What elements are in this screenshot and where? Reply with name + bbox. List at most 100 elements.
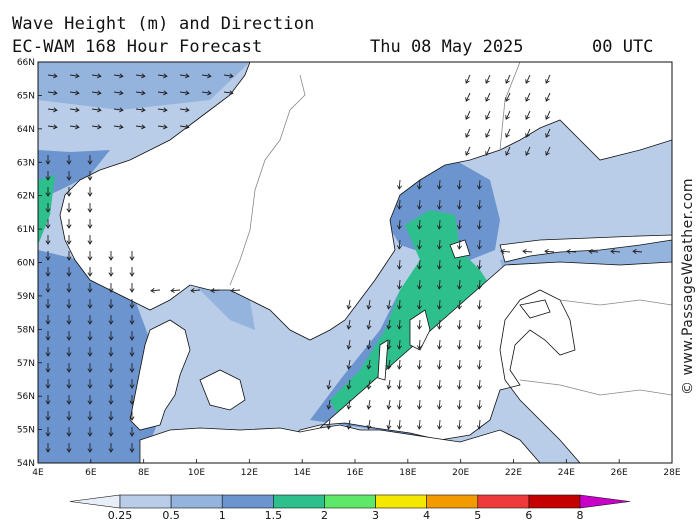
wave-arrow bbox=[129, 379, 135, 389]
wave-arrow bbox=[366, 339, 372, 350]
wave-arrow bbox=[456, 319, 463, 330]
wave-arrow bbox=[45, 379, 51, 389]
wave-arrow bbox=[366, 419, 372, 430]
wave-arrow bbox=[45, 171, 51, 181]
wave-arrow bbox=[476, 279, 483, 290]
wave-arrow bbox=[416, 319, 423, 330]
wave-arrow bbox=[91, 124, 102, 130]
legend-label: 2 bbox=[321, 509, 328, 522]
wave-arrow bbox=[87, 347, 93, 357]
lat-tick-label: 66N bbox=[17, 58, 35, 68]
wave-arrow bbox=[45, 427, 51, 437]
wave-arrow bbox=[485, 92, 491, 102]
wave-arrow bbox=[108, 283, 114, 293]
watermark: © www.PassageWeather.com bbox=[680, 177, 696, 395]
wave-arrow bbox=[66, 219, 72, 229]
wave-arrow bbox=[326, 399, 332, 410]
wave-arrow bbox=[47, 124, 58, 130]
wave-arrow bbox=[436, 399, 443, 410]
wave-arrow bbox=[201, 73, 212, 79]
wave-arrow bbox=[45, 363, 51, 373]
wave-arrow bbox=[436, 259, 443, 270]
wave-arrow bbox=[87, 427, 93, 437]
legend-color-box bbox=[528, 494, 581, 509]
wave-arrow bbox=[66, 299, 72, 309]
wave-arrow bbox=[525, 74, 531, 84]
wave-arrow bbox=[476, 259, 483, 270]
wave-arrow bbox=[476, 319, 483, 330]
wave-arrow bbox=[525, 146, 531, 156]
lon-tick-label: 8E bbox=[138, 468, 150, 478]
legend-color-box bbox=[477, 494, 530, 509]
wave-arrow bbox=[416, 179, 423, 190]
wave-arrow bbox=[456, 399, 463, 410]
wave-arrow bbox=[45, 315, 51, 325]
wave-arrow bbox=[179, 90, 190, 96]
wave-arrow bbox=[201, 90, 212, 96]
wave-arrow bbox=[416, 259, 423, 270]
wave-arrow bbox=[108, 395, 114, 405]
wave-arrow bbox=[179, 73, 190, 79]
wave-arrow bbox=[129, 299, 135, 309]
wave-arrow bbox=[436, 359, 443, 370]
wave-arrow bbox=[66, 443, 72, 453]
lon-tick-label: 10E bbox=[188, 468, 205, 478]
lat-tick-label: 54N bbox=[17, 459, 35, 469]
wave-arrow bbox=[108, 411, 114, 421]
wave-arrow bbox=[113, 90, 124, 96]
wave-arrow bbox=[66, 283, 72, 293]
wave-arrow bbox=[129, 363, 135, 373]
lon-tick-label: 24E bbox=[558, 468, 575, 478]
wave-arrow bbox=[47, 73, 58, 79]
wave-arrow bbox=[108, 427, 114, 437]
wave-arrow bbox=[545, 110, 551, 120]
lon-tick-label: 20E bbox=[452, 468, 469, 478]
wave-arrow bbox=[157, 90, 168, 96]
wave-arrow bbox=[456, 279, 463, 290]
wave-arrow bbox=[476, 339, 483, 350]
wave-arrow bbox=[545, 128, 551, 138]
wave-arrow bbox=[129, 411, 135, 421]
lon-tick-label: 12E bbox=[241, 468, 258, 478]
wave-arrow bbox=[326, 419, 332, 430]
wave-arrow bbox=[476, 419, 483, 430]
wave-arrow bbox=[66, 395, 72, 405]
wave-arrow bbox=[129, 283, 135, 293]
wave-arrow bbox=[476, 399, 483, 410]
wave-arrow bbox=[456, 339, 463, 350]
model-forecast-line: EC-WAM 168 Hour Forecast bbox=[12, 37, 263, 57]
wave-arrow bbox=[366, 379, 372, 390]
lat-tick-label: 55N bbox=[17, 426, 35, 436]
country-borders bbox=[229, 62, 672, 396]
wave-arrow bbox=[505, 92, 511, 102]
wave-arrow bbox=[396, 299, 403, 310]
wave-arrow bbox=[465, 146, 471, 156]
wave-arrow bbox=[45, 187, 51, 197]
wave-arrow bbox=[525, 92, 531, 102]
wave-arrow bbox=[66, 187, 72, 197]
wave-arrow bbox=[476, 179, 483, 190]
wave-arrow bbox=[485, 74, 491, 84]
wave-arrow bbox=[69, 90, 80, 96]
wave-arrow bbox=[366, 319, 372, 330]
wave-arrow bbox=[108, 379, 114, 389]
wave-arrow bbox=[505, 110, 511, 120]
wave-arrow bbox=[346, 419, 352, 430]
wave-arrow bbox=[505, 146, 511, 156]
wave-arrow bbox=[108, 443, 114, 453]
wave-arrow bbox=[87, 267, 93, 277]
wave-arrow bbox=[190, 287, 201, 294]
wave-arrow bbox=[346, 359, 352, 370]
wave-arrow bbox=[87, 443, 93, 453]
wave-arrow bbox=[87, 171, 93, 181]
lon-tick-label: 18E bbox=[399, 468, 416, 478]
wave-arrow bbox=[66, 331, 72, 341]
wave-arrow bbox=[326, 379, 332, 390]
wave-arrow bbox=[436, 179, 443, 190]
legend-color-box bbox=[170, 494, 223, 509]
wave-arrow bbox=[108, 315, 114, 325]
legend-color-box bbox=[426, 494, 479, 509]
legend-label: 6 bbox=[525, 509, 532, 522]
wave-arrow bbox=[396, 359, 403, 370]
